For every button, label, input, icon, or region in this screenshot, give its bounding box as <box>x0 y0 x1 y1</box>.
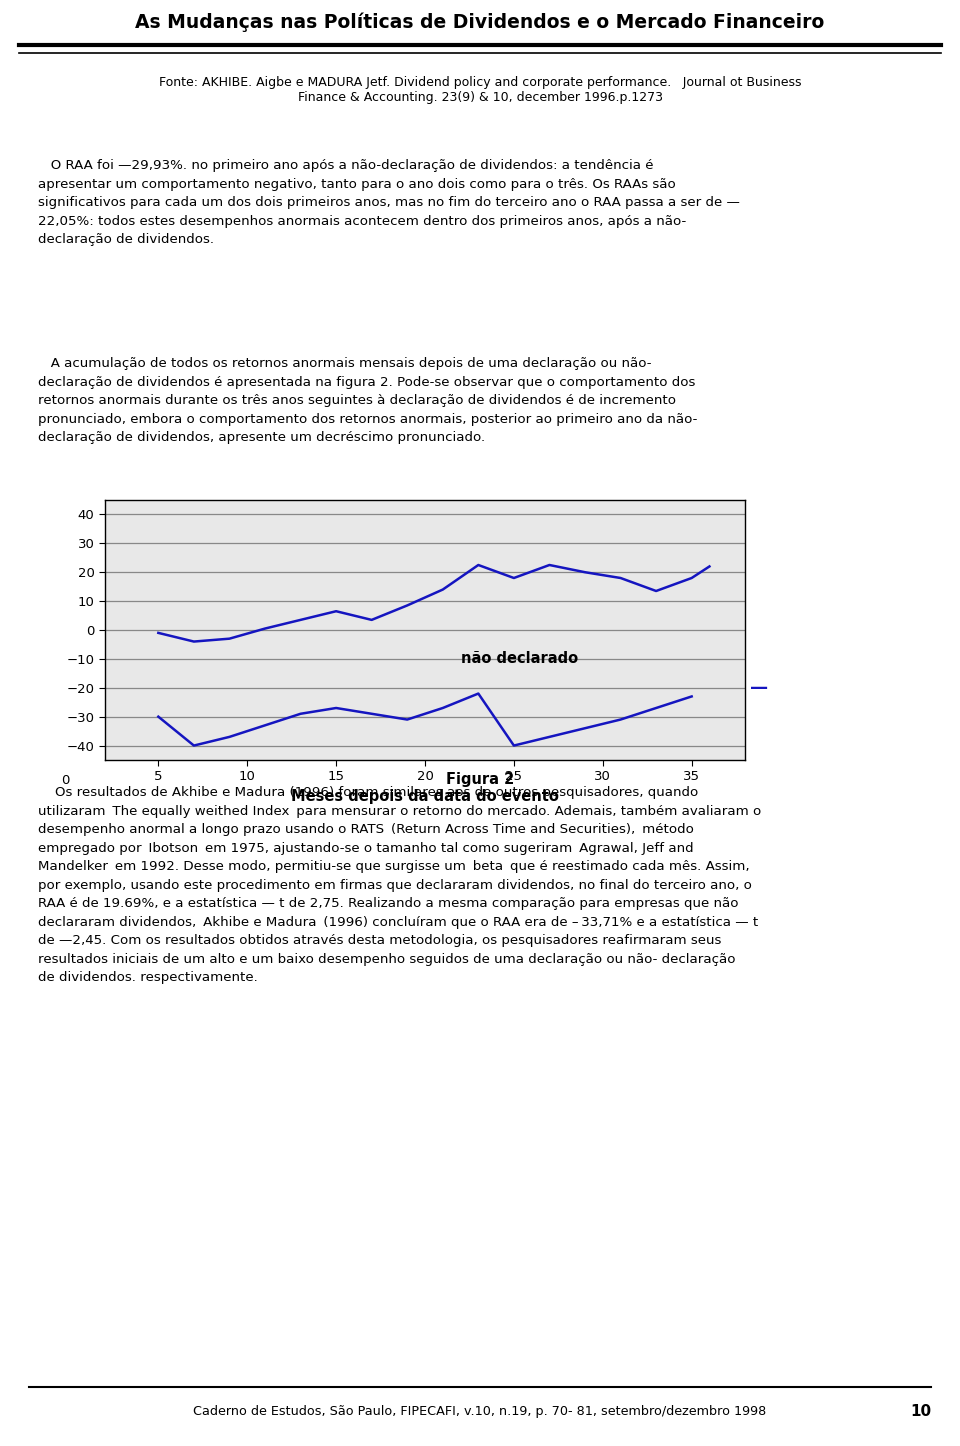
Text: Os resultados de Akhibe e Madura (1996) foram similares aos de outros pesquisado: Os resultados de Akhibe e Madura (1996) … <box>38 787 761 985</box>
Text: 10: 10 <box>910 1404 931 1419</box>
Text: —: — <box>750 678 768 697</box>
Text: não declarado: não declarado <box>461 651 578 667</box>
Text: Caderno de Estudos, São Paulo, FIPECAFI, v.10, n.19, p. 70- 81, setembro/dezembr: Caderno de Estudos, São Paulo, FIPECAFI,… <box>193 1406 767 1417</box>
Text: Fonte: AKHIBE. Aigbe e MADURA Jetf. Dividend policy and corporate performance.  : Fonte: AKHIBE. Aigbe e MADURA Jetf. Divi… <box>158 77 802 104</box>
Text: 0: 0 <box>61 774 70 787</box>
X-axis label: Meses depois da data do evento: Meses depois da data do evento <box>291 790 559 804</box>
Text: A acumulação de todos os retornos anormais mensais depois de uma declaração ou n: A acumulação de todos os retornos anorma… <box>38 357 698 444</box>
Text: O RAA foi —29,93%. no primeiro ano após a não-declaração de dividendos: a tendên: O RAA foi —29,93%. no primeiro ano após … <box>38 159 740 246</box>
Text: Figura 2: Figura 2 <box>445 772 515 787</box>
Text: As Mudanças nas Políticas de Dividendos e o Mercado Financeiro: As Mudanças nas Políticas de Dividendos … <box>135 12 825 32</box>
